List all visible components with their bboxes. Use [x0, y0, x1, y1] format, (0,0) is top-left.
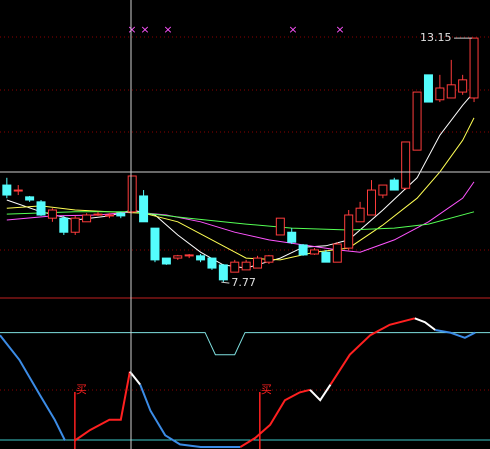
indicator-line: [435, 329, 476, 339]
candle-body: [104, 214, 114, 217]
candle-body: [435, 87, 445, 101]
candle-body: [321, 251, 331, 263]
candle-body: [241, 261, 251, 271]
annotation-label: 13.15: [420, 31, 452, 44]
candle-body: [230, 261, 240, 273]
candle-body: [332, 243, 342, 263]
candle-body: [389, 179, 399, 191]
indicator-line: [139, 384, 241, 448]
candle-body: [378, 184, 388, 196]
indicator-line: [414, 317, 436, 331]
candle-body: [366, 189, 376, 216]
signal-label: 买: [261, 383, 272, 396]
candle-body: [275, 217, 285, 236]
candle-body: [287, 231, 297, 243]
candle-body: [173, 255, 183, 259]
candle-body: [196, 255, 206, 261]
candle-body: [446, 84, 456, 99]
candle-body: [401, 141, 411, 189]
signal-label: 买: [76, 383, 87, 396]
candle-body: [264, 255, 274, 263]
candle-body: [469, 37, 479, 99]
indicator-line: [309, 384, 332, 402]
candle-body: [47, 209, 57, 219]
candle-body: [25, 196, 35, 201]
ma-line: [6, 117, 475, 261]
candle-body: [2, 184, 12, 196]
indicator-line: [129, 370, 141, 386]
candle-body: [59, 217, 69, 233]
candle-body: [298, 244, 308, 256]
candle-body: [116, 212, 126, 217]
candle-body: [218, 264, 228, 281]
candle-body: [344, 214, 354, 249]
candle-body: [82, 214, 92, 223]
grid: [0, 36, 490, 391]
candle-body: [127, 175, 137, 213]
indicator-line: [0, 332, 490, 356]
candle-body: [36, 201, 46, 216]
candle-body: [139, 195, 149, 223]
indicator-line: [329, 317, 416, 386]
indicator-line: [0, 334, 66, 441]
candle-body: [423, 74, 433, 103]
signal-x: ×: [140, 23, 149, 36]
signal-x: ×: [335, 23, 344, 36]
candle-body: [150, 227, 160, 261]
indicator-line: [74, 371, 131, 442]
candle-body: [184, 254, 194, 257]
annotation-arrow: [221, 281, 230, 284]
indicator-line: [239, 388, 311, 448]
candle-body: [310, 249, 320, 255]
plot: 13.15 7.77 买 买: [0, 31, 490, 449]
candle-body: [253, 257, 263, 269]
annotation-label: 7.77: [231, 276, 256, 289]
signal-row: × × × × ×: [127, 23, 344, 36]
candle-body: [161, 257, 171, 265]
candle-body: [93, 213, 103, 216]
ma-line: [6, 211, 475, 231]
candle-body: [412, 91, 422, 151]
candle-body: [13, 189, 23, 192]
signal-x: ×: [288, 23, 297, 36]
candle-body: [355, 207, 365, 223]
candle-body: [458, 79, 468, 93]
signal-x: ×: [163, 23, 172, 36]
signal-x: ×: [127, 23, 136, 36]
candle-body: [207, 257, 217, 269]
candle-body: [70, 217, 80, 233]
